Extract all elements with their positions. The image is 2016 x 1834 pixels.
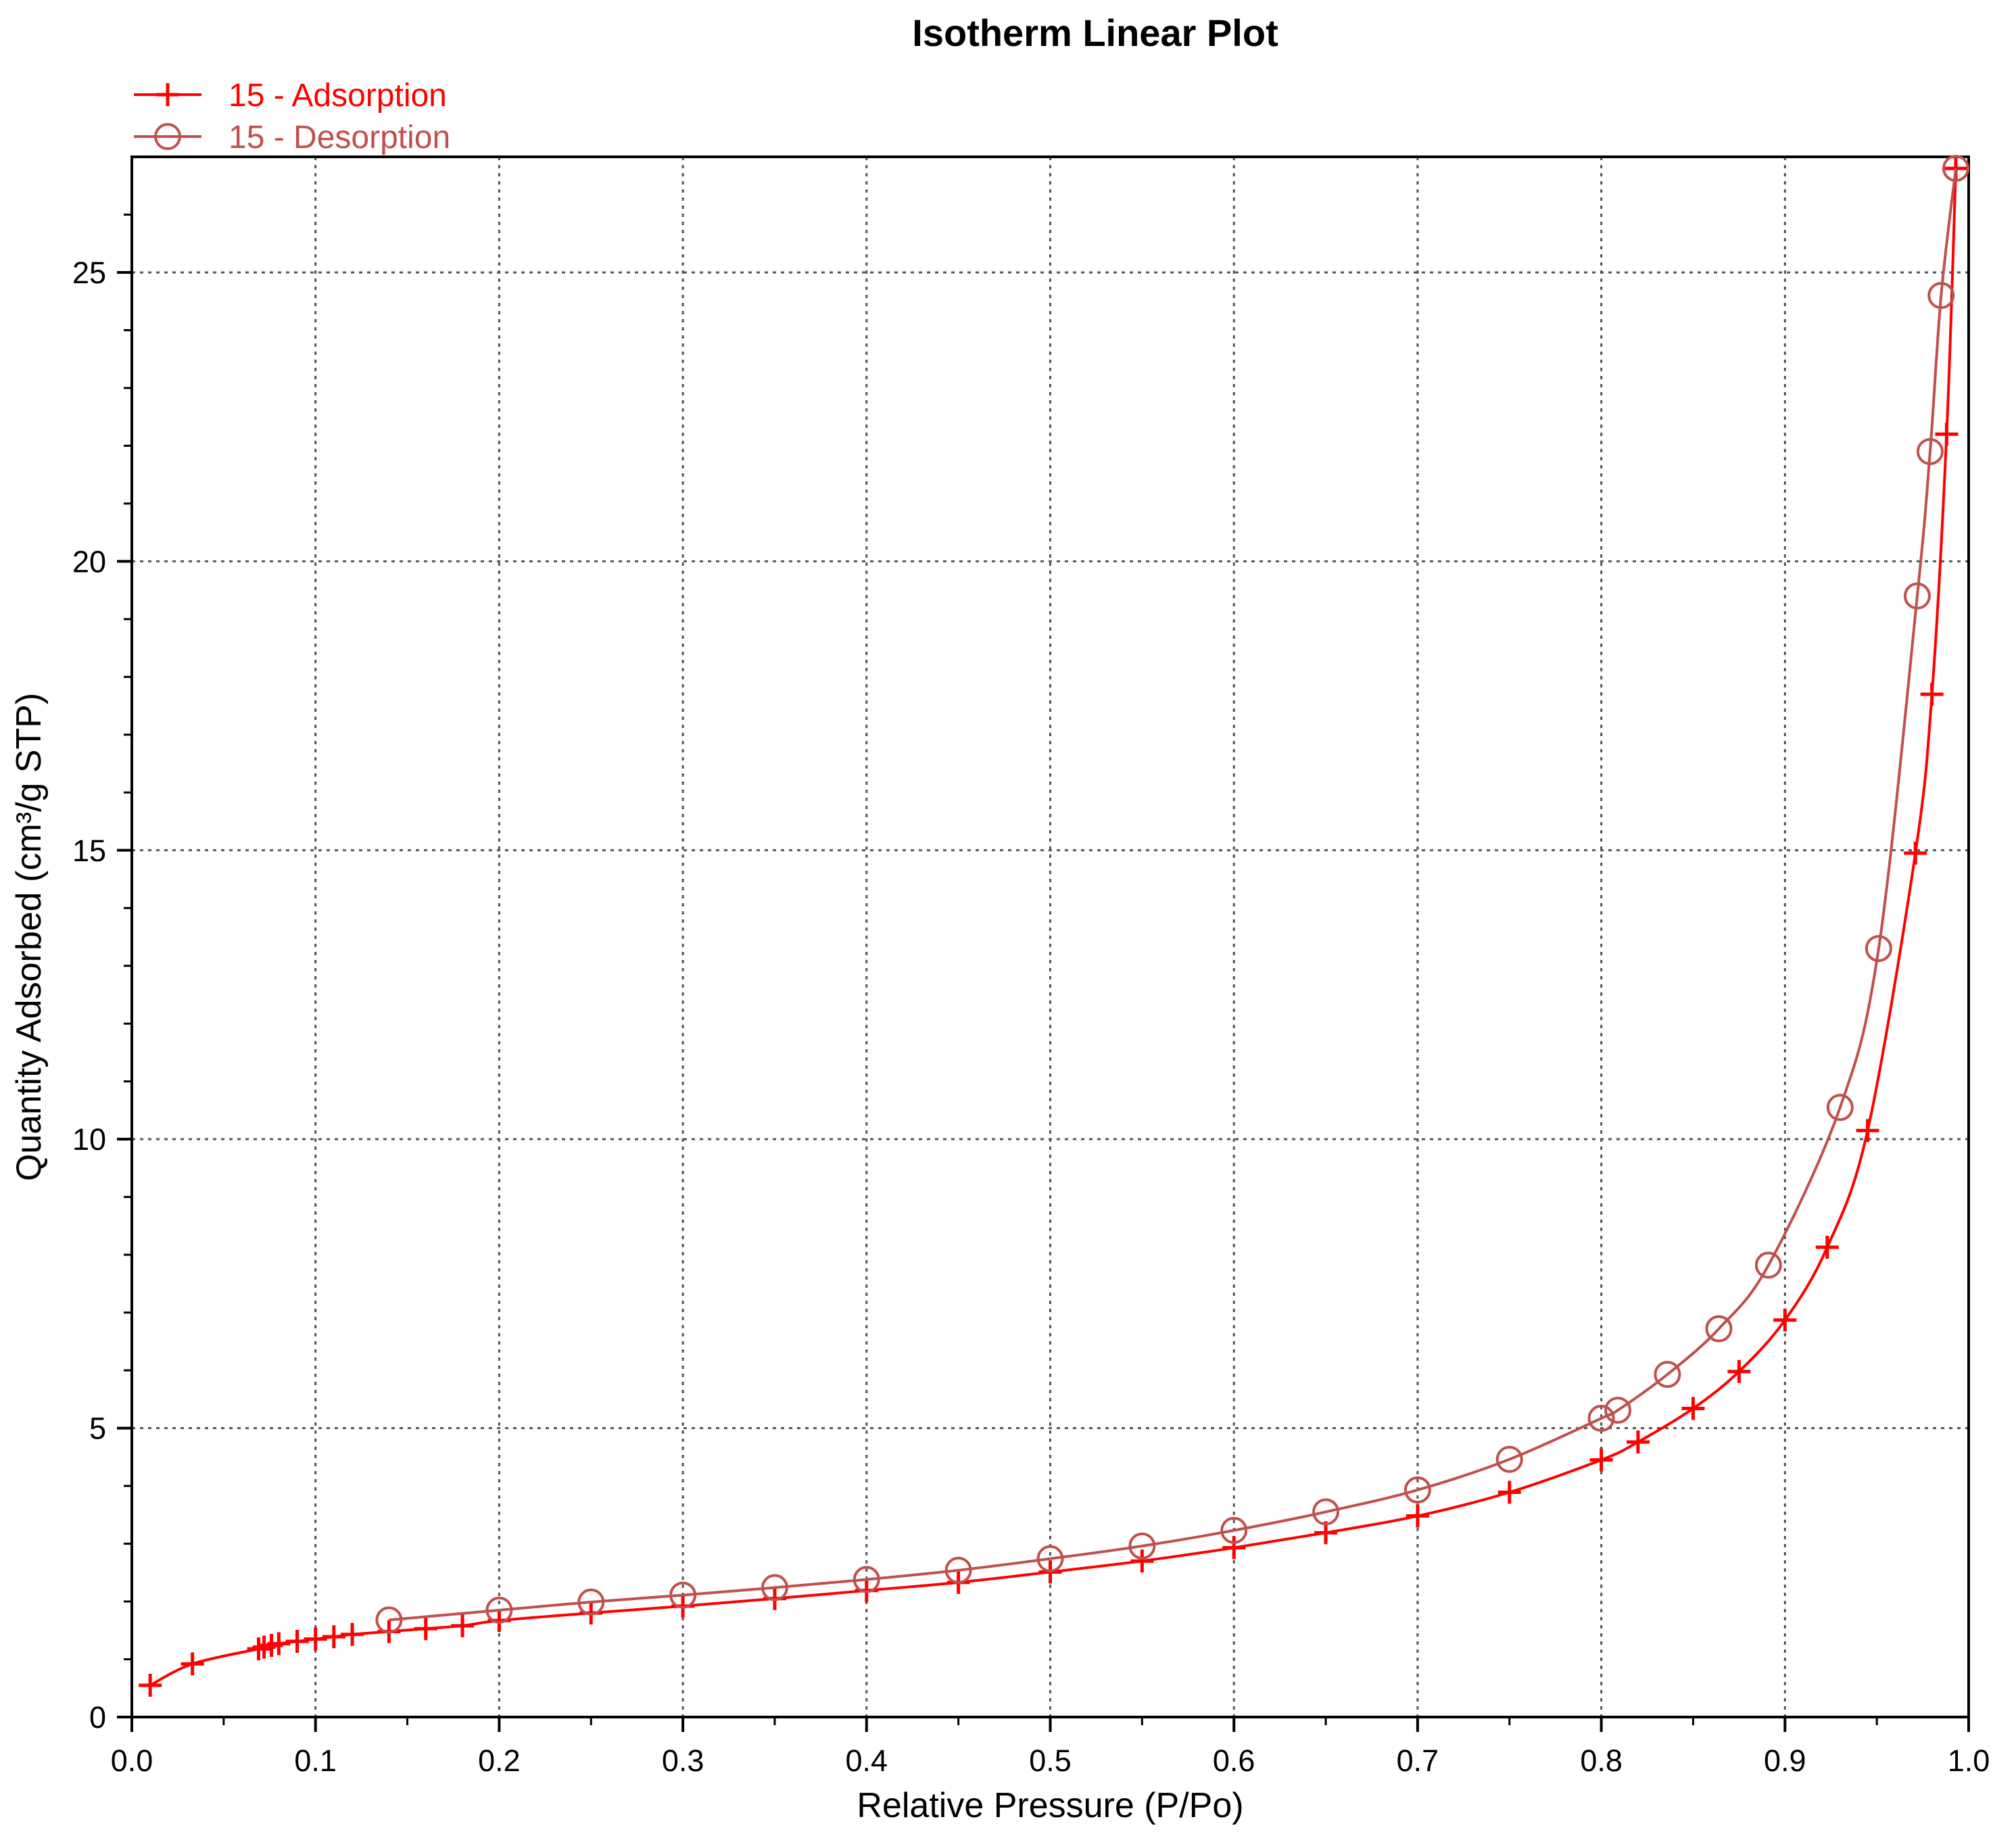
legend-label: 15 - Desorption <box>229 120 450 155</box>
x-tick-label: 0.6 <box>1213 1743 1255 1778</box>
adsorption-point <box>285 1630 309 1654</box>
x-tick-label: 0.5 <box>1029 1743 1072 1778</box>
desorption-point <box>1903 582 1931 610</box>
desorption-point <box>1865 935 1892 963</box>
desorption-point <box>1604 1397 1632 1424</box>
desorption-point <box>577 1588 605 1616</box>
desorption-point <box>1220 1516 1248 1544</box>
adsorption-point <box>1589 1448 1613 1472</box>
x-axis-label: Relative Pressure (P/Po) <box>857 1786 1243 1825</box>
adsorption-point <box>247 1637 270 1661</box>
desorption-point <box>1654 1361 1681 1389</box>
adsorption-point <box>1130 1549 1154 1573</box>
adsorption-point <box>1935 423 1959 446</box>
desorption-point <box>1942 155 1969 183</box>
y-tick-label: 10 <box>72 1122 106 1157</box>
legend-label: 15 - Adsorption <box>229 78 447 114</box>
desorption-point <box>1587 1405 1615 1432</box>
series-adsorption <box>139 157 1967 1697</box>
desorption-point <box>1312 1498 1340 1526</box>
y-tick-label: 5 <box>89 1411 106 1446</box>
desorption-point <box>1754 1251 1782 1279</box>
legend-entry: 15 - Desorption <box>134 120 450 155</box>
y-tick-label: 15 <box>72 834 106 868</box>
x-tick-label: 0.9 <box>1764 1743 1806 1778</box>
adsorption-point <box>267 1632 291 1656</box>
chart-title: Isotherm Linear Plot <box>912 11 1278 54</box>
adsorption-point <box>1406 1504 1429 1528</box>
adsorption-point <box>322 1625 345 1649</box>
desorption-point <box>1826 1094 1854 1121</box>
adsorption-point <box>1920 682 1944 706</box>
desorption-point <box>1128 1532 1156 1560</box>
desorption-point <box>761 1574 788 1601</box>
adsorption-point <box>414 1617 437 1641</box>
x-tick-label: 0.8 <box>1580 1743 1623 1778</box>
adsorption-point <box>341 1622 364 1646</box>
axis-ticks: 0.0 0.1 0.2 0.3 0.4 0.5 0.6 0.7 0.8 0.9 1.0 0 5 10 15 2… <box>72 213 1990 1778</box>
adsorption-point <box>1815 1236 1839 1259</box>
adsorption-point <box>1222 1536 1246 1560</box>
series-desorption <box>375 155 1969 1634</box>
x-tick-label: 0.4 <box>846 1743 888 1778</box>
desorption-point <box>669 1581 697 1609</box>
y-tick-label: 25 <box>72 256 106 290</box>
x-tick-label: 0.0 <box>111 1743 153 1778</box>
adsorption-point <box>181 1652 204 1676</box>
desorption-point <box>853 1566 880 1593</box>
x-tick-label: 0.2 <box>478 1743 521 1778</box>
legend-entry: 15 - Adsorption <box>134 78 447 114</box>
desorption-point <box>1036 1545 1064 1572</box>
adsorption-point <box>1727 1359 1751 1383</box>
desorption-point <box>1495 1445 1523 1473</box>
adsorption-point <box>1856 1119 1879 1142</box>
desorption-point <box>485 1596 513 1624</box>
legend-circle-marker <box>154 123 181 150</box>
x-tick-label: 0.3 <box>662 1743 704 1778</box>
adsorption-point <box>1681 1397 1705 1420</box>
adsorption-point <box>1904 842 1927 865</box>
desorption-point <box>375 1606 403 1634</box>
x-tick-label: 1.0 <box>1948 1743 1990 1778</box>
adsorption-point <box>1773 1308 1797 1332</box>
series-line <box>149 168 1957 1687</box>
x-tick-label: 0.7 <box>1397 1743 1439 1778</box>
y-tick-label: 20 <box>72 544 106 579</box>
desorption-point <box>1916 437 1944 465</box>
x-tick-label: 0.1 <box>294 1743 337 1778</box>
adsorption-point <box>1497 1480 1521 1504</box>
adsorption-point <box>1626 1430 1650 1454</box>
desorption-point <box>1927 282 1955 310</box>
desorption-point <box>1403 1476 1431 1504</box>
series-line <box>389 168 1957 1622</box>
series-layer <box>139 155 1969 1697</box>
desorption-point <box>1705 1315 1733 1343</box>
legend-plus-marker <box>156 83 179 106</box>
adsorption-point <box>139 1673 162 1697</box>
y-tick-label: 0 <box>89 1700 106 1735</box>
y-axis-label: Quantity Adsorbed (cm³/g STP) <box>9 693 49 1182</box>
desorption-point <box>944 1556 972 1584</box>
grid <box>132 157 1969 1717</box>
adsorption-point <box>451 1614 475 1637</box>
legend: 15 - Adsorption 15 - Desorption <box>134 78 450 155</box>
adsorption-point <box>304 1627 327 1651</box>
